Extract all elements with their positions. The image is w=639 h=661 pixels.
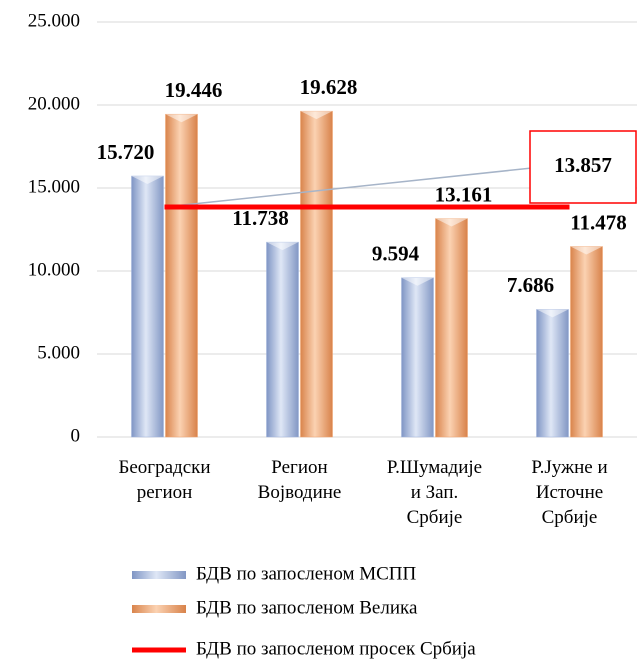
legend-label: БДВ по запосленом просек Србија [196, 638, 476, 659]
data-label: 11.738 [232, 206, 289, 230]
y-tick-label: 5.000 [37, 342, 80, 363]
x-tick-label: Р.Шумадије и Зап. Србије [387, 457, 482, 528]
y-tick-label: 10.000 [28, 259, 80, 280]
legend-swatch [132, 571, 186, 579]
bar [131, 175, 164, 438]
y-tick-label: 0 [71, 425, 81, 446]
data-label: 9.594 [372, 242, 420, 266]
data-label: 15.720 [97, 140, 155, 164]
data-label: 7.686 [507, 273, 554, 297]
average-label: 13.857 [554, 153, 612, 177]
bar-cap [435, 218, 468, 227]
x-tick-label: Регион Војводине [258, 457, 342, 503]
average-label-box [529, 130, 637, 204]
bar [435, 218, 468, 438]
average-leader [164, 167, 533, 208]
legend-label: БДВ по запосленом МСПП [196, 563, 417, 584]
x-tick-label: Београдски регион [118, 457, 210, 503]
bar-cap [266, 242, 299, 251]
bar-cap [570, 246, 603, 255]
bar [266, 241, 299, 438]
y-tick-label: 15.000 [28, 176, 80, 197]
bar-cap [536, 309, 569, 318]
data-label: 13.161 [435, 182, 493, 206]
bar [401, 277, 434, 438]
x-tick-label: Р.Јужне и Источне Србије [531, 457, 607, 528]
bar-cap [401, 277, 434, 286]
legend-label: БДВ по запосленом Велика [196, 597, 418, 618]
y-tick-label: 20.000 [28, 93, 80, 114]
data-label: 19.446 [165, 78, 223, 102]
data-label: 19.628 [300, 75, 358, 99]
legend-swatch [132, 605, 186, 613]
bar [165, 113, 198, 438]
data-label: 11.478 [570, 210, 627, 234]
bar [300, 110, 333, 438]
bar [570, 246, 603, 438]
bar [536, 309, 569, 438]
bar-cap [131, 176, 164, 185]
y-tick-label: 25.000 [28, 10, 80, 31]
bar-cap [300, 111, 333, 120]
bar-cap [165, 114, 198, 123]
